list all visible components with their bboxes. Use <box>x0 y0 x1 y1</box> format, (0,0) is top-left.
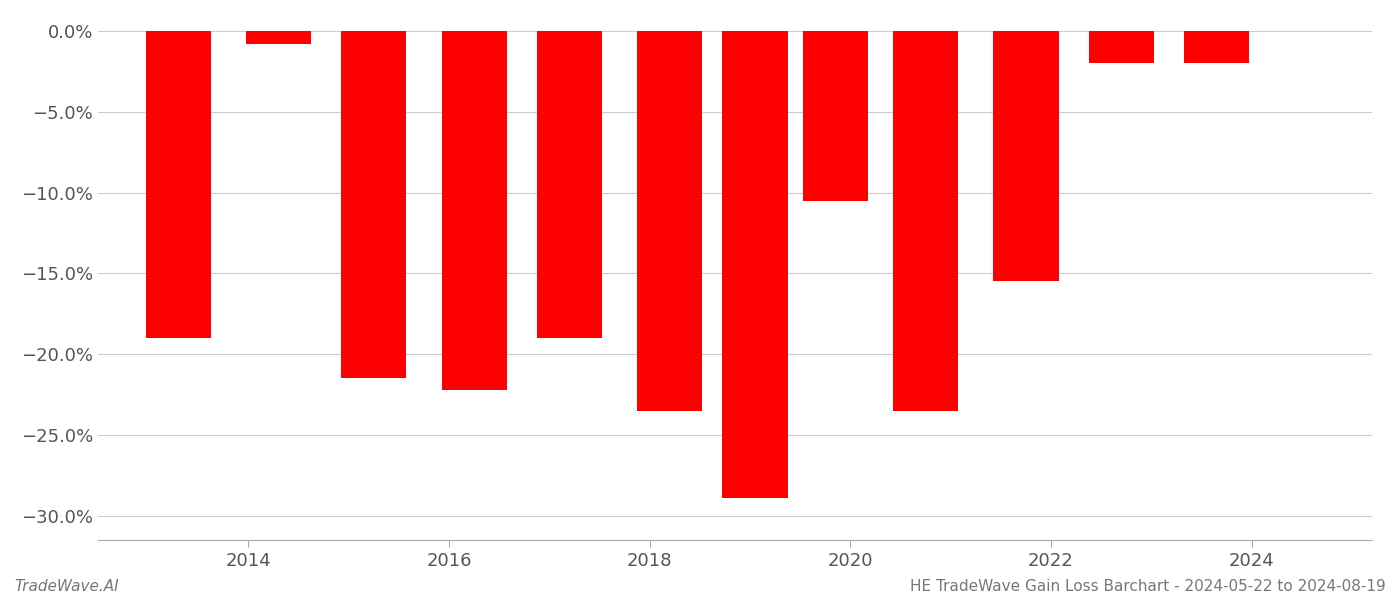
Bar <box>1184 31 1249 63</box>
Text: HE TradeWave Gain Loss Barchart - 2024-05-22 to 2024-08-19: HE TradeWave Gain Loss Barchart - 2024-0… <box>910 579 1386 594</box>
Bar <box>893 31 958 411</box>
Bar <box>637 31 703 411</box>
Bar <box>441 31 507 390</box>
Bar <box>722 31 788 498</box>
Bar <box>246 31 311 44</box>
Bar <box>1089 31 1154 63</box>
Bar <box>802 31 868 200</box>
Bar <box>994 31 1058 281</box>
Bar <box>342 31 406 379</box>
Bar <box>536 31 602 338</box>
Bar <box>146 31 211 338</box>
Text: TradeWave.AI: TradeWave.AI <box>14 579 119 594</box>
